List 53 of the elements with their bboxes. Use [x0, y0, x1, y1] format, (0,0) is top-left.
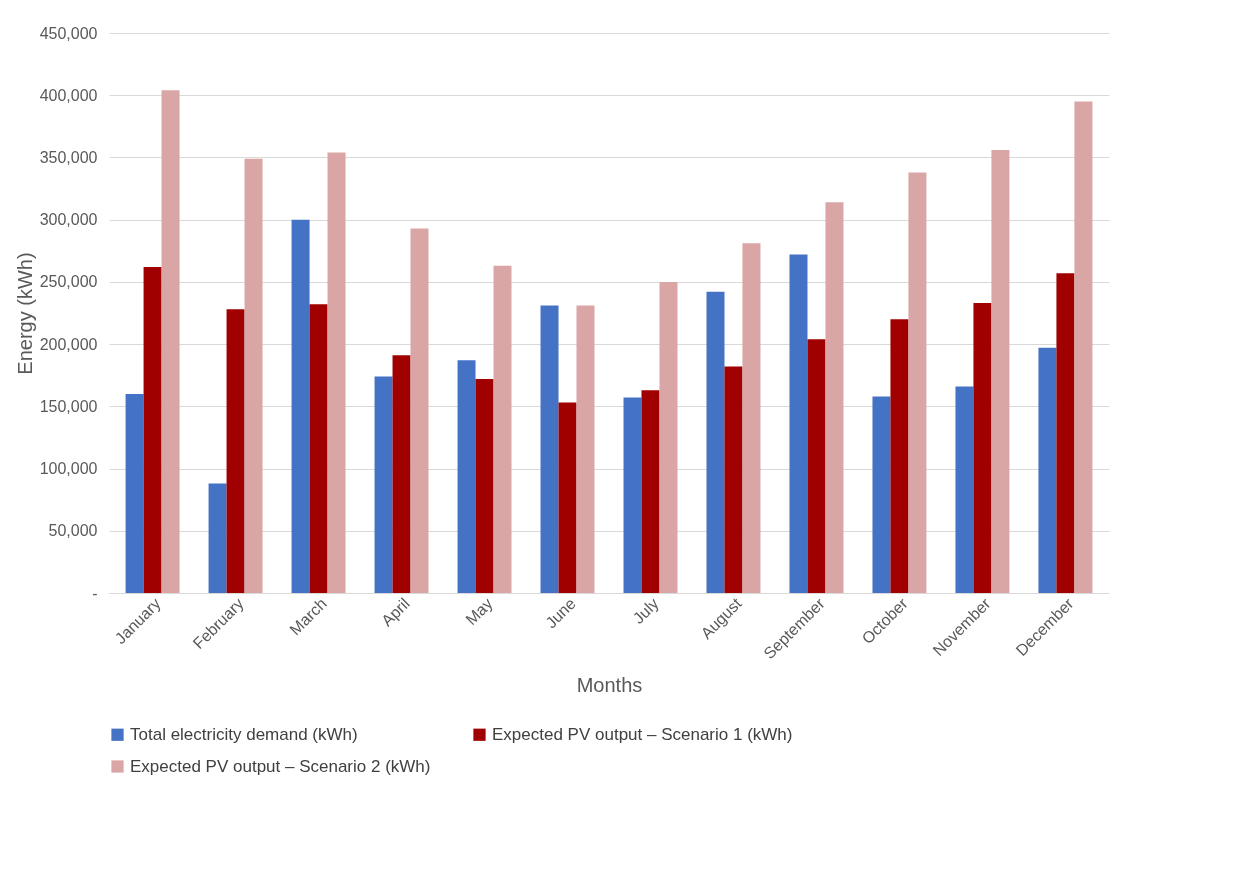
bar — [226, 309, 245, 593]
bar — [125, 393, 144, 593]
bar — [1074, 101, 1093, 593]
bar — [540, 305, 559, 593]
y-tick-label: 50,000 — [48, 522, 98, 540]
x-tick-label: July — [629, 594, 662, 627]
y-tick-label: 350,000 — [39, 148, 98, 166]
bar — [641, 390, 660, 593]
bar — [576, 305, 595, 593]
bar — [872, 396, 891, 593]
y-axis-title: Energy (kWh) — [13, 252, 36, 375]
legend-label: Expected PV output – Scenario 1 (kWh) — [492, 724, 793, 744]
y-tick-label: 100,000 — [39, 460, 98, 478]
y-tick-label: 250,000 — [39, 273, 98, 291]
y-tick-label: 200,000 — [39, 335, 98, 353]
bar — [493, 265, 512, 593]
y-tick-label: - — [92, 584, 98, 602]
bar — [410, 228, 429, 593]
bar — [475, 378, 494, 593]
legend-label: Total electricity demand (kWh) — [130, 724, 358, 744]
bar — [208, 483, 227, 593]
bar — [161, 90, 180, 593]
bar — [890, 319, 909, 593]
bar — [143, 266, 162, 593]
bar — [623, 397, 642, 593]
bar — [558, 402, 577, 593]
bar — [392, 355, 411, 593]
y-tick-label: 450,000 — [39, 24, 98, 42]
bar — [1056, 273, 1075, 593]
bar — [955, 386, 974, 593]
legend-label: Expected PV output – Scenario 2 (kWh) — [130, 756, 431, 776]
bar — [908, 172, 927, 593]
bar — [807, 339, 826, 593]
bar — [374, 376, 393, 593]
x-tick-label: May — [462, 594, 496, 629]
bar — [825, 202, 844, 593]
bar — [706, 291, 725, 593]
bar — [457, 360, 476, 593]
bar — [291, 219, 310, 593]
bar — [724, 366, 743, 593]
y-tick-label: 150,000 — [39, 397, 98, 415]
bar — [789, 254, 808, 593]
bar — [973, 303, 992, 593]
y-tick-label: 300,000 — [39, 211, 98, 229]
bar — [991, 149, 1010, 593]
bar — [742, 243, 761, 593]
bar — [1038, 347, 1057, 593]
x-axis-title: Months — [576, 674, 643, 697]
bar — [659, 281, 678, 593]
bar — [244, 158, 263, 593]
bar — [309, 304, 328, 593]
bar — [327, 152, 346, 593]
y-tick-label: 400,000 — [39, 86, 98, 104]
